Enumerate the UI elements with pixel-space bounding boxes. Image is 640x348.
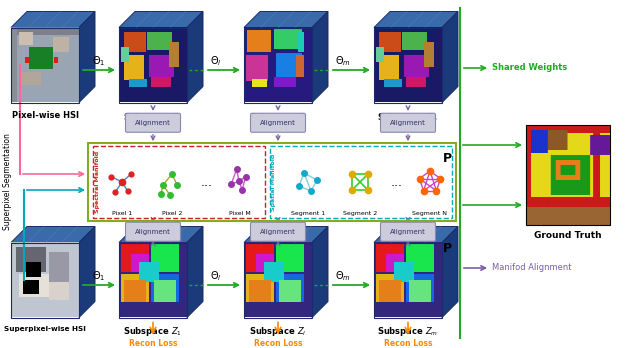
Text: Alignment: Alignment	[260, 120, 296, 126]
Polygon shape	[244, 11, 328, 27]
Polygon shape	[312, 227, 328, 317]
Polygon shape	[79, 11, 95, 103]
Text: Subspace $Z_m$: Subspace $Z_m$	[378, 111, 438, 124]
Text: Shared Weights: Shared Weights	[492, 63, 567, 72]
Text: Subspace $Z_m$: Subspace $Z_m$	[378, 325, 438, 339]
Text: $\Theta_m$: $\Theta_m$	[335, 269, 351, 283]
Text: Alignment: Alignment	[390, 229, 426, 235]
Text: Segment 1: Segment 1	[291, 211, 325, 216]
Polygon shape	[119, 11, 203, 27]
Text: Segment N: Segment N	[413, 211, 447, 216]
Text: Subspace $Z_1$: Subspace $Z_1$	[124, 325, 182, 339]
Text: Manifod Alignment: Manifod Alignment	[492, 263, 572, 272]
Polygon shape	[119, 227, 203, 243]
Text: Pixel M: Pixel M	[229, 211, 251, 216]
Text: $\Theta_1$: $\Theta_1$	[92, 269, 106, 283]
Text: Subspace $Z_1$: Subspace $Z_1$	[124, 111, 182, 124]
Text: Pixel 2: Pixel 2	[162, 211, 182, 216]
FancyBboxPatch shape	[125, 222, 180, 241]
Text: Alignment: Alignment	[260, 229, 296, 235]
Text: Pixel-wise HSI: Pixel-wise HSI	[12, 111, 79, 119]
Polygon shape	[79, 227, 95, 317]
Polygon shape	[442, 227, 458, 317]
Text: $\Theta_1$: $\Theta_1$	[92, 54, 106, 68]
FancyBboxPatch shape	[381, 222, 435, 241]
Text: Segment 2: Segment 2	[343, 211, 377, 216]
Text: Recon Loss: Recon Loss	[129, 340, 177, 348]
Text: Alignment: Alignment	[135, 229, 171, 235]
Polygon shape	[187, 227, 203, 317]
Text: ...: ...	[201, 175, 213, 189]
Text: P: P	[443, 151, 452, 165]
Polygon shape	[442, 11, 458, 103]
Polygon shape	[244, 227, 328, 243]
FancyBboxPatch shape	[250, 222, 305, 241]
Text: Recon Loss: Recon Loss	[253, 340, 302, 348]
Text: Subspace $Z_l$: Subspace $Z_l$	[249, 325, 307, 339]
Text: Alignment: Alignment	[390, 120, 426, 126]
FancyBboxPatch shape	[125, 113, 180, 132]
Text: $\Theta_m$: $\Theta_m$	[335, 54, 351, 68]
Text: Pixel 1: Pixel 1	[112, 211, 132, 216]
Text: Alignment: Alignment	[135, 120, 171, 126]
FancyBboxPatch shape	[381, 113, 435, 132]
Text: Recon Loss: Recon Loss	[384, 340, 432, 348]
Text: ...: ...	[391, 175, 403, 189]
Polygon shape	[11, 227, 95, 243]
Polygon shape	[187, 11, 203, 103]
Text: $\Theta_l$: $\Theta_l$	[210, 54, 221, 68]
Polygon shape	[374, 11, 458, 27]
Text: Ground Truth: Ground Truth	[534, 231, 602, 240]
Text: P: P	[443, 242, 452, 254]
Polygon shape	[374, 227, 458, 243]
Text: $\Theta_l$: $\Theta_l$	[210, 269, 221, 283]
Text: Superpixel-wise HSI: Superpixel-wise HSI	[4, 325, 86, 332]
Text: Spectral Manifold: Spectral Manifold	[95, 151, 99, 213]
Text: Subspace $Z_l$: Subspace $Z_l$	[249, 111, 307, 124]
Text: Superpixel Segmentation: Superpixel Segmentation	[3, 134, 13, 230]
Polygon shape	[312, 11, 328, 103]
Polygon shape	[11, 11, 95, 27]
Text: Spatial Manifold: Spatial Manifold	[271, 153, 276, 211]
FancyBboxPatch shape	[250, 113, 305, 132]
